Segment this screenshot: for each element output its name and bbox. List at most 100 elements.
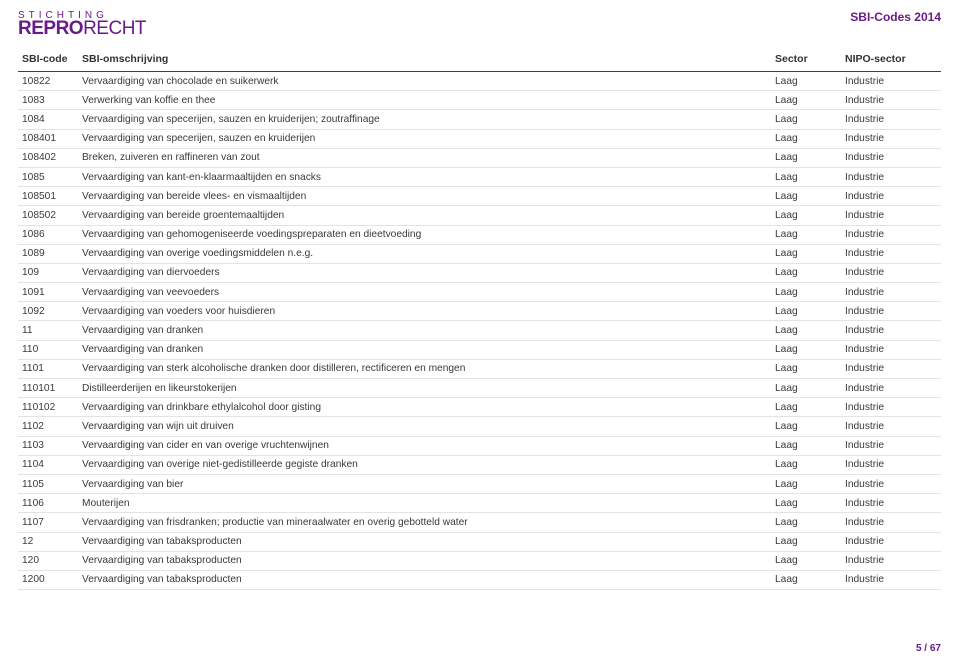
col-header-nipo: NIPO-sector: [841, 50, 941, 72]
cell-sector: Laag: [771, 398, 841, 417]
cell-desc: Vervaardiging van bereide vlees- en vism…: [78, 187, 771, 206]
cell-code: 110: [18, 340, 78, 359]
cell-desc: Vervaardiging van chocolade en suikerwer…: [78, 72, 771, 91]
cell-desc: Vervaardiging van dranken: [78, 340, 771, 359]
cell-code: 109: [18, 263, 78, 282]
table-row: 109Vervaardiging van diervoedersLaagIndu…: [18, 263, 941, 282]
cell-sector: Laag: [771, 417, 841, 436]
cell-code: 1091: [18, 283, 78, 302]
table-row: 120Vervaardiging van tabaksproductenLaag…: [18, 551, 941, 570]
cell-desc: Vervaardiging van sterk alcoholische dra…: [78, 359, 771, 378]
cell-code: 1085: [18, 167, 78, 186]
cell-sector: Laag: [771, 474, 841, 493]
cell-sector: Laag: [771, 110, 841, 129]
cell-code: 108502: [18, 206, 78, 225]
cell-sector: Laag: [771, 72, 841, 91]
cell-code: 1092: [18, 302, 78, 321]
cell-sector: Laag: [771, 263, 841, 282]
cell-nipo: Industrie: [841, 379, 941, 398]
cell-nipo: Industrie: [841, 513, 941, 532]
cell-sector: Laag: [771, 129, 841, 148]
doc-title: SBI-Codes 2014: [850, 10, 941, 24]
cell-desc: Vervaardiging van specerijen, sauzen en …: [78, 129, 771, 148]
cell-nipo: Industrie: [841, 474, 941, 493]
cell-sector: Laag: [771, 494, 841, 513]
cell-code: 108402: [18, 148, 78, 167]
cell-nipo: Industrie: [841, 532, 941, 551]
table-row: 10822Vervaardiging van chocolade en suik…: [18, 72, 941, 91]
cell-code: 10822: [18, 72, 78, 91]
cell-sector: Laag: [771, 570, 841, 589]
cell-code: 108401: [18, 129, 78, 148]
table-row: 108501Vervaardiging van bereide vlees- e…: [18, 187, 941, 206]
table-row: 1106MouterijenLaagIndustrie: [18, 494, 941, 513]
cell-nipo: Industrie: [841, 244, 941, 263]
cell-nipo: Industrie: [841, 321, 941, 340]
col-header-code: SBI-code: [18, 50, 78, 72]
cell-nipo: Industrie: [841, 340, 941, 359]
cell-sector: Laag: [771, 244, 841, 263]
cell-nipo: Industrie: [841, 206, 941, 225]
table-row: 11Vervaardiging van drankenLaagIndustrie: [18, 321, 941, 340]
cell-code: 1107: [18, 513, 78, 532]
cell-desc: Vervaardiging van voeders voor huisdiere…: [78, 302, 771, 321]
cell-desc: Vervaardiging van bier: [78, 474, 771, 493]
page-header: STICHTING REPRORECHT SBI-Codes 2014: [18, 10, 941, 40]
cell-desc: Vervaardiging van veevoeders: [78, 283, 771, 302]
table-row: 1101Vervaardiging van sterk alcoholische…: [18, 359, 941, 378]
logo-line2: REPRORECHT: [18, 18, 146, 40]
page-number: 5 / 67: [916, 643, 941, 654]
cell-sector: Laag: [771, 513, 841, 532]
table-row: 1089Vervaardiging van overige voedingsmi…: [18, 244, 941, 263]
col-header-sector: Sector: [771, 50, 841, 72]
table-row: 108502Vervaardiging van bereide groentem…: [18, 206, 941, 225]
cell-code: 1086: [18, 225, 78, 244]
cell-desc: Vervaardiging van gehomogeniseerde voedi…: [78, 225, 771, 244]
cell-nipo: Industrie: [841, 494, 941, 513]
cell-sector: Laag: [771, 167, 841, 186]
cell-sector: Laag: [771, 148, 841, 167]
cell-desc: Vervaardiging van tabaksproducten: [78, 570, 771, 589]
cell-desc: Vervaardiging van specerijen, sauzen en …: [78, 110, 771, 129]
table-row: 1107Vervaardiging van frisdranken; produ…: [18, 513, 941, 532]
table-row: 1085Vervaardiging van kant-en-klaarmaalt…: [18, 167, 941, 186]
cell-code: 12: [18, 532, 78, 551]
cell-nipo: Industrie: [841, 302, 941, 321]
cell-code: 11: [18, 321, 78, 340]
cell-sector: Laag: [771, 225, 841, 244]
table-row: 1200Vervaardiging van tabaksproductenLaa…: [18, 570, 941, 589]
cell-nipo: Industrie: [841, 110, 941, 129]
col-header-desc: SBI-omschrijving: [78, 50, 771, 72]
cell-nipo: Industrie: [841, 436, 941, 455]
cell-nipo: Industrie: [841, 551, 941, 570]
table-row: 1084Vervaardiging van specerijen, sauzen…: [18, 110, 941, 129]
cell-desc: Vervaardiging van overige niet-gedistill…: [78, 455, 771, 474]
cell-code: 108501: [18, 187, 78, 206]
logo-line2-light: RECHT: [83, 18, 146, 39]
cell-code: 110101: [18, 379, 78, 398]
cell-code: 1102: [18, 417, 78, 436]
table-row: 1103Vervaardiging van cider en van overi…: [18, 436, 941, 455]
cell-code: 1089: [18, 244, 78, 263]
cell-desc: Vervaardiging van tabaksproducten: [78, 532, 771, 551]
cell-sector: Laag: [771, 187, 841, 206]
cell-desc: Breken, zuiveren en raffineren van zout: [78, 148, 771, 167]
cell-sector: Laag: [771, 340, 841, 359]
cell-code: 1084: [18, 110, 78, 129]
cell-code: 1104: [18, 455, 78, 474]
table-row: 1102Vervaardiging van wijn uit druivenLa…: [18, 417, 941, 436]
logo-line2-bold: REPRO: [18, 18, 83, 39]
cell-nipo: Industrie: [841, 148, 941, 167]
cell-sector: Laag: [771, 379, 841, 398]
cell-desc: Mouterijen: [78, 494, 771, 513]
cell-nipo: Industrie: [841, 570, 941, 589]
cell-nipo: Industrie: [841, 417, 941, 436]
table-row: 110101Distilleerderijen en likeurstokeri…: [18, 379, 941, 398]
cell-sector: Laag: [771, 302, 841, 321]
logo: STICHTING REPRORECHT: [18, 10, 146, 40]
cell-code: 1200: [18, 570, 78, 589]
cell-desc: Vervaardiging van overige voedingsmiddel…: [78, 244, 771, 263]
cell-sector: Laag: [771, 532, 841, 551]
cell-code: 110102: [18, 398, 78, 417]
cell-code: 1101: [18, 359, 78, 378]
